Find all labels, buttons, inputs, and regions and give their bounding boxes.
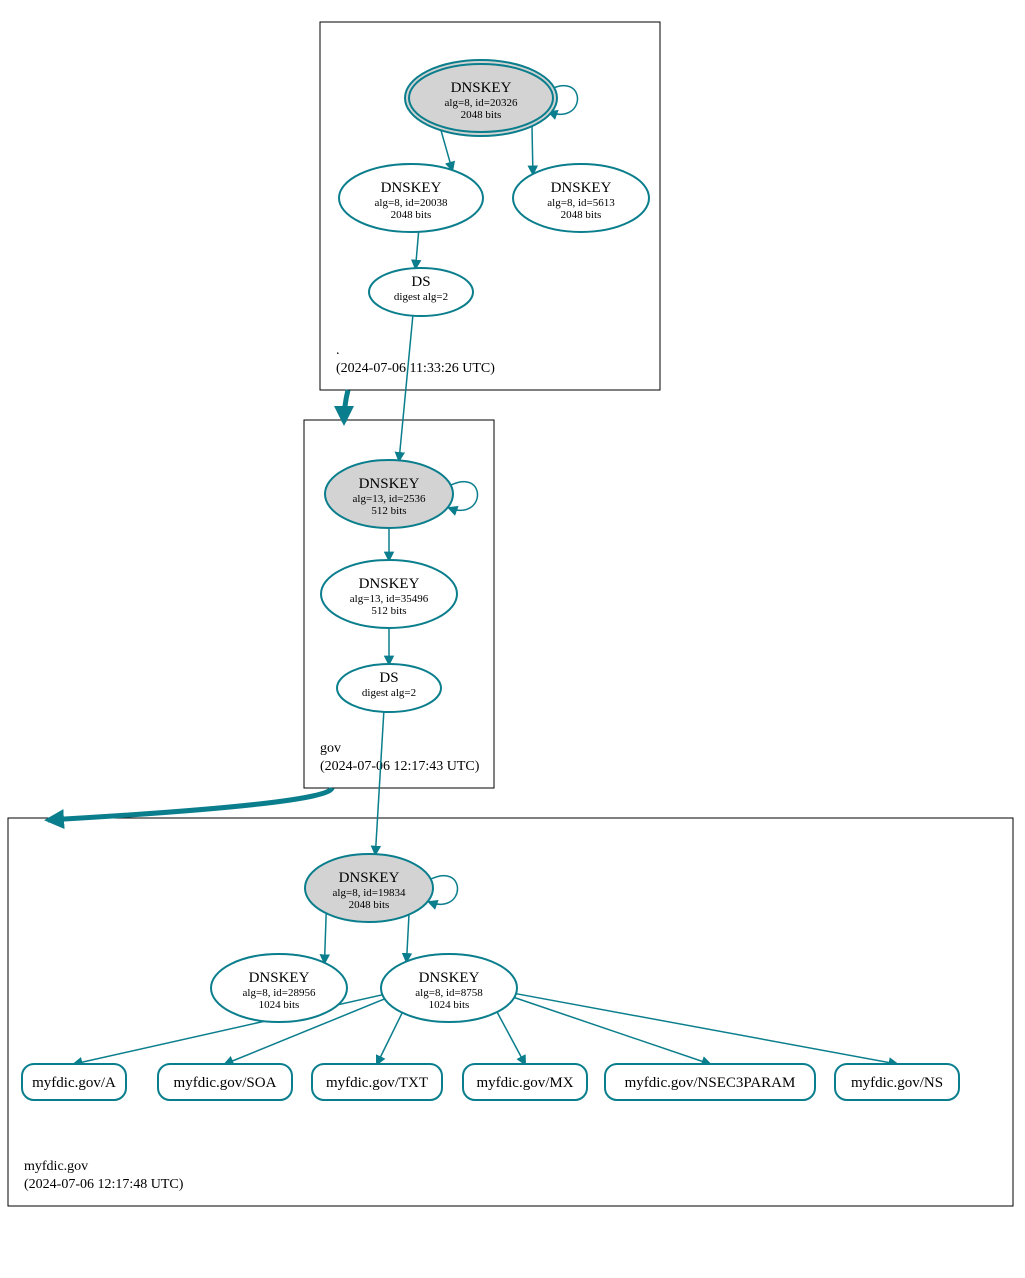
node-sub2: 2048 bits	[561, 209, 602, 221]
edge	[377, 1013, 402, 1064]
dnssec-diagram: . (2024-07-06 11:33:26 UTC) gov (2024-07-06…	[0, 0, 1025, 1278]
node-sub1: digest alg=2	[362, 687, 416, 699]
node-root_ds: DSdigest alg=2	[369, 268, 473, 316]
record-label: myfdic.gov/SOA	[174, 1075, 277, 1091]
zone-box-myfdic	[8, 818, 1013, 1206]
node-root_zsk1: DNSKEYalg=8, id=200382048 bits	[339, 164, 483, 232]
node-sub1: alg=8, id=5613	[547, 197, 615, 209]
record-label: myfdic.gov/NS	[851, 1075, 943, 1091]
record-rec_mx: myfdic.gov/MX	[463, 1064, 587, 1100]
edge	[514, 998, 710, 1064]
record-label: myfdic.gov/MX	[476, 1075, 573, 1091]
zone-arrow	[48, 788, 332, 820]
node-sub1: alg=8, id=19834	[333, 887, 406, 899]
node-sub2: 2048 bits	[461, 109, 502, 121]
zone-arrow	[344, 390, 348, 422]
node-title: DS	[379, 670, 398, 686]
record-rec_a: myfdic.gov/A	[22, 1064, 126, 1100]
node-my_zsk2: DNSKEYalg=8, id=87581024 bits	[381, 954, 517, 1022]
node-sub2: 2048 bits	[391, 209, 432, 221]
node-my_ksk: DNSKEYalg=8, id=198342048 bits	[305, 854, 433, 922]
node-gov_ds: DSdigest alg=2	[337, 664, 441, 712]
node-sub1: alg=8, id=20326	[445, 97, 518, 109]
record-rec_soa: myfdic.gov/SOA	[158, 1064, 292, 1100]
edge	[516, 994, 897, 1064]
zone-label-gov: gov	[320, 741, 341, 756]
node-sub1: alg=13, id=35496	[350, 593, 429, 605]
node-title: DNSKEY	[451, 80, 512, 96]
edge	[375, 712, 383, 854]
node-gov_ksk: DNSKEYalg=13, id=2536512 bits	[325, 460, 453, 528]
node-sub1: alg=8, id=20038	[375, 197, 448, 209]
node-my_zsk1: DNSKEYalg=8, id=289561024 bits	[211, 954, 347, 1022]
node-title: DNSKEY	[551, 180, 612, 196]
edge	[324, 913, 326, 962]
record-rec_nsec: myfdic.gov/NSEC3PARAM	[605, 1064, 815, 1100]
node-root_zsk2: DNSKEYalg=8, id=56132048 bits	[513, 164, 649, 232]
record-rec_ns: myfdic.gov/NS	[835, 1064, 959, 1100]
node-sub1: digest alg=2	[394, 291, 448, 303]
node-sub1: alg=8, id=28956	[243, 987, 316, 999]
node-title: DNSKEY	[359, 476, 420, 492]
edge	[532, 122, 533, 174]
edge	[407, 915, 409, 962]
edge	[399, 316, 413, 461]
node-title: DNSKEY	[339, 870, 400, 886]
node-root_ksk: DNSKEYalg=8, id=203262048 bits	[405, 60, 557, 136]
record-rec_txt: myfdic.gov/TXT	[312, 1064, 442, 1100]
node-title: DNSKEY	[249, 970, 310, 986]
node-sub2: 512 bits	[371, 505, 406, 517]
node-gov_zsk: DNSKEYalg=13, id=35496512 bits	[321, 560, 457, 628]
zone-timestamp-gov: (2024-07-06 12:17:43 UTC)	[320, 759, 480, 774]
node-title: DNSKEY	[419, 970, 480, 986]
node-sub2: 2048 bits	[349, 899, 390, 911]
edge	[415, 232, 418, 268]
zone-timestamp-myfdic: (2024-07-06 12:17:48 UTC)	[24, 1177, 184, 1192]
zone-label-root: .	[336, 343, 340, 358]
node-sub2: 1024 bits	[259, 999, 300, 1011]
node-sub2: 512 bits	[371, 605, 406, 617]
record-label: myfdic.gov/A	[32, 1075, 116, 1091]
node-sub1: alg=8, id=8758	[415, 987, 483, 999]
node-title: DNSKEY	[359, 576, 420, 592]
record-label: myfdic.gov/NSEC3PARAM	[625, 1075, 796, 1091]
edge	[497, 1012, 525, 1064]
zone-timestamp-root: (2024-07-06 11:33:26 UTC)	[336, 361, 495, 376]
node-title: DNSKEY	[381, 180, 442, 196]
zone-label-myfdic: myfdic.gov	[24, 1159, 88, 1174]
record-label: myfdic.gov/TXT	[326, 1075, 428, 1091]
node-sub2: 1024 bits	[429, 999, 470, 1011]
node-title: DS	[411, 274, 430, 290]
node-sub1: alg=13, id=2536	[353, 493, 426, 505]
